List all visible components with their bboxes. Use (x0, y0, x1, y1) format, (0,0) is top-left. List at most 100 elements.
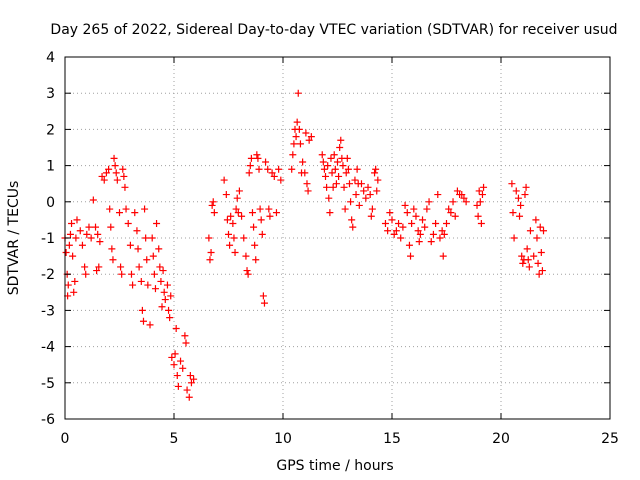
data-point (536, 223, 544, 231)
data-point (206, 256, 214, 264)
data-point (163, 281, 171, 289)
data-point (173, 372, 181, 380)
data-point (364, 183, 372, 191)
data-point (253, 151, 261, 159)
data-point (460, 194, 468, 202)
data-point (514, 194, 522, 202)
data-point (327, 154, 335, 162)
data-point (157, 277, 165, 285)
data-point (255, 165, 263, 173)
y-axis-ticks: -6 -5 -4 -3 -2 -1 0 1 2 3 4 (41, 50, 610, 428)
data-point (244, 270, 252, 278)
data-point (179, 364, 187, 372)
data-point (124, 220, 132, 228)
data-point (320, 165, 328, 173)
data-point (168, 353, 176, 361)
data-point (538, 267, 546, 275)
data-point (443, 220, 450, 228)
data-point (535, 270, 543, 278)
x-axis-ticks: 0 5 10 15 20 25 (61, 57, 619, 447)
data-point (155, 245, 163, 253)
data-point (478, 191, 486, 199)
data-point (303, 180, 311, 188)
data-point (181, 332, 189, 340)
data-point (126, 241, 134, 249)
data-point (352, 191, 360, 199)
data-point (247, 154, 255, 162)
data-point (534, 259, 542, 267)
x-tick-label: 25 (601, 431, 619, 447)
gridlines (65, 57, 610, 419)
data-point (395, 220, 403, 228)
data-point (523, 245, 531, 253)
data-point (245, 169, 253, 177)
data-point (322, 172, 330, 180)
data-point (381, 220, 389, 228)
data-point (432, 220, 440, 228)
data-point (118, 270, 126, 278)
data-point (159, 267, 167, 275)
data-point (134, 245, 142, 253)
data-point (508, 180, 516, 188)
data-point (330, 151, 338, 159)
data-point (71, 277, 79, 285)
data-point (332, 180, 340, 188)
data-point (165, 306, 173, 314)
y-tick-label: -2 (41, 267, 55, 283)
data-point (69, 252, 77, 260)
data-point (351, 176, 359, 184)
data-point (410, 205, 418, 213)
data-point (475, 187, 483, 195)
data-point (329, 183, 337, 191)
data-point (408, 220, 416, 228)
data-point (82, 270, 90, 278)
data-point (295, 125, 303, 133)
x-tick-label: 10 (274, 431, 292, 447)
data-point (334, 158, 341, 166)
data-point (512, 187, 520, 195)
data-point (339, 162, 347, 170)
data-point (328, 169, 336, 177)
data-point (112, 169, 120, 177)
data-point (336, 144, 344, 151)
data-point (331, 165, 339, 173)
data-point (151, 285, 159, 293)
x-axis-label: GPS time / hours (276, 458, 393, 474)
data-point (225, 230, 232, 238)
y-tick-label: -1 (41, 231, 55, 247)
data-point (272, 209, 280, 217)
data-point (210, 209, 218, 217)
data-point (533, 234, 541, 242)
data-point (343, 154, 351, 162)
y-tick-label: 1 (46, 159, 55, 175)
data-point (185, 393, 193, 401)
data-point (233, 194, 241, 202)
data-point (222, 191, 230, 199)
data-point (148, 234, 156, 242)
data-point (160, 288, 168, 296)
data-point (307, 133, 315, 141)
data-point (96, 238, 104, 246)
data-point (105, 165, 113, 173)
data-point (405, 241, 413, 249)
data-point (174, 382, 182, 390)
data-point (110, 154, 118, 162)
data-point (98, 172, 106, 180)
data-point (388, 216, 396, 224)
data-point (292, 133, 300, 141)
data-point (412, 212, 420, 220)
y-tick-label: -6 (41, 412, 55, 428)
data-point (66, 230, 74, 238)
data-point (250, 223, 258, 231)
data-point (323, 183, 331, 191)
data-point (240, 234, 248, 242)
data-point (142, 234, 150, 242)
data-point (230, 234, 238, 242)
data-point (324, 162, 332, 170)
data-point (319, 158, 327, 166)
data-point (65, 241, 73, 249)
data-point (87, 234, 95, 242)
data-point (480, 183, 488, 191)
data-point (453, 187, 461, 195)
data-point (318, 151, 326, 159)
